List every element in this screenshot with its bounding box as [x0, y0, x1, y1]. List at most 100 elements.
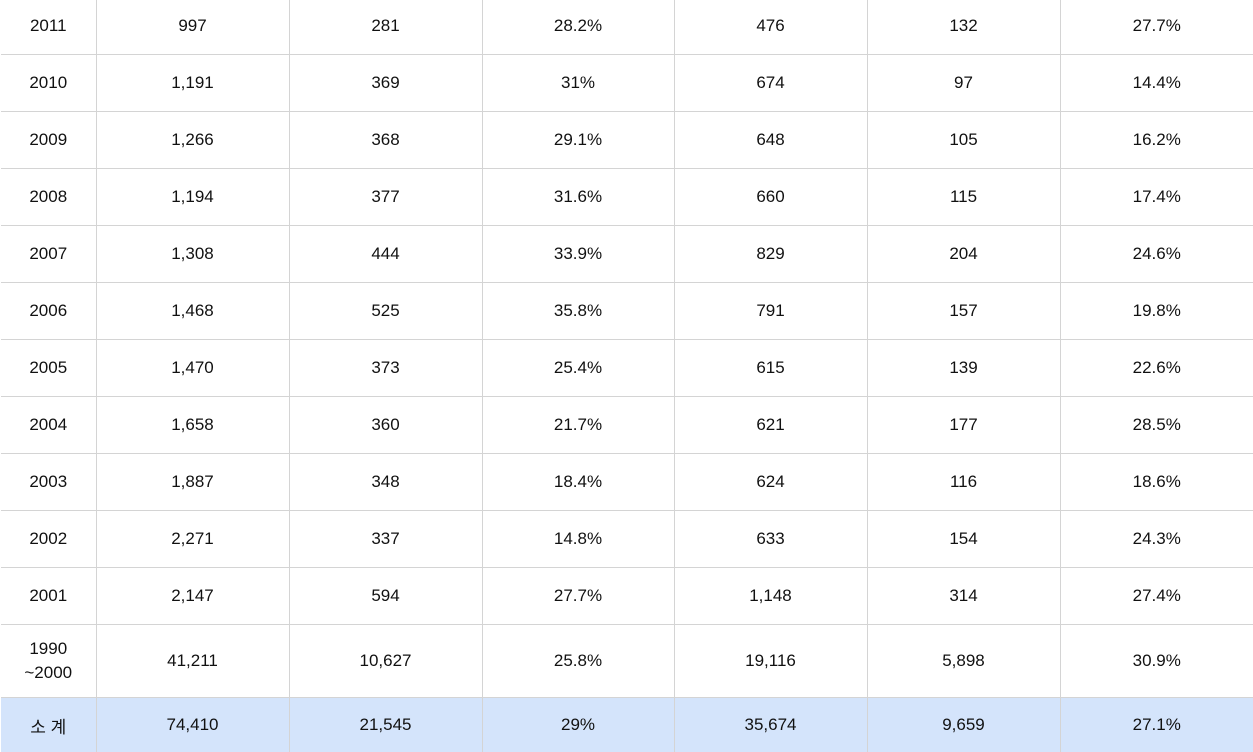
value-cell: 1,266 [96, 112, 289, 169]
value-cell: 348 [289, 454, 482, 511]
value-cell: 1,194 [96, 169, 289, 226]
value-cell: 476 [674, 0, 867, 55]
value-cell: 139 [867, 340, 1060, 397]
value-cell: 1,470 [96, 340, 289, 397]
value-cell: 369 [289, 55, 482, 112]
year-cell: 2002 [1, 511, 96, 568]
year-cell: 2003 [1, 454, 96, 511]
value-cell: 281 [289, 0, 482, 55]
subtotal-percent-cell: 29% [482, 698, 674, 752]
percent-cell: 24.6% [1060, 226, 1253, 283]
table-row: 2009 1,266 368 29.1% 648 105 16.2% [1, 112, 1253, 169]
value-cell: 19,116 [674, 625, 867, 698]
value-cell: 314 [867, 568, 1060, 625]
value-cell: 368 [289, 112, 482, 169]
year-cell: 2004 [1, 397, 96, 454]
year-cell: 2007 [1, 226, 96, 283]
percent-cell: 35.8% [482, 283, 674, 340]
year-cell: 2011 [1, 0, 96, 55]
percent-cell: 14.8% [482, 511, 674, 568]
table-row: 2008 1,194 377 31.6% 660 115 17.4% [1, 169, 1253, 226]
percent-cell: 28.5% [1060, 397, 1253, 454]
percent-cell: 25.8% [482, 625, 674, 698]
value-cell: 204 [867, 226, 1060, 283]
value-cell: 105 [867, 112, 1060, 169]
value-cell: 624 [674, 454, 867, 511]
value-cell: 2,147 [96, 568, 289, 625]
value-cell: 5,898 [867, 625, 1060, 698]
value-cell: 829 [674, 226, 867, 283]
value-cell: 1,191 [96, 55, 289, 112]
percent-cell: 18.6% [1060, 454, 1253, 511]
year-cell: 2006 [1, 283, 96, 340]
percent-cell: 22.6% [1060, 340, 1253, 397]
percent-cell: 24.3% [1060, 511, 1253, 568]
table-row: 2002 2,271 337 14.8% 633 154 24.3% [1, 511, 1253, 568]
table-row: 2003 1,887 348 18.4% 624 116 18.6% [1, 454, 1253, 511]
table-row: 2010 1,191 369 31% 674 97 14.4% [1, 55, 1253, 112]
percent-cell: 27.4% [1060, 568, 1253, 625]
table-row: 1990 ~2000 41,211 10,627 25.8% 19,116 5,… [1, 625, 1253, 698]
table-row: 2011 997 281 28.2% 476 132 27.7% [1, 0, 1253, 55]
percent-cell: 18.4% [482, 454, 674, 511]
table-row: 2004 1,658 360 21.7% 621 177 28.5% [1, 397, 1253, 454]
percent-cell: 21.7% [482, 397, 674, 454]
subtotal-value-cell: 21,545 [289, 698, 482, 752]
percent-cell: 27.7% [1060, 0, 1253, 55]
percent-cell: 31.6% [482, 169, 674, 226]
percent-cell: 28.2% [482, 0, 674, 55]
value-cell: 648 [674, 112, 867, 169]
value-cell: 674 [674, 55, 867, 112]
value-cell: 594 [289, 568, 482, 625]
value-cell: 115 [867, 169, 1060, 226]
percent-cell: 33.9% [482, 226, 674, 283]
subtotal-percent-cell: 27.1% [1060, 698, 1253, 752]
percent-cell: 31% [482, 55, 674, 112]
value-cell: 132 [867, 0, 1060, 55]
subtotal-row: 소 계 74,410 21,545 29% 35,674 9,659 27.1% [1, 698, 1253, 752]
percent-cell: 14.4% [1060, 55, 1253, 112]
value-cell: 10,627 [289, 625, 482, 698]
table-row: 2006 1,468 525 35.8% 791 157 19.8% [1, 283, 1253, 340]
table-row: 2001 2,147 594 27.7% 1,148 314 27.4% [1, 568, 1253, 625]
year-cell: 2001 [1, 568, 96, 625]
year-cell: 2010 [1, 55, 96, 112]
value-cell: 525 [289, 283, 482, 340]
percent-cell: 19.8% [1060, 283, 1253, 340]
value-cell: 2,271 [96, 511, 289, 568]
value-cell: 633 [674, 511, 867, 568]
percent-cell: 25.4% [482, 340, 674, 397]
value-cell: 1,148 [674, 568, 867, 625]
table-row: 2007 1,308 444 33.9% 829 204 24.6% [1, 226, 1253, 283]
percent-cell: 17.4% [1060, 169, 1253, 226]
value-cell: 615 [674, 340, 867, 397]
value-cell: 1,308 [96, 226, 289, 283]
value-cell: 177 [867, 397, 1060, 454]
subtotal-label: 소 계 [1, 698, 96, 752]
value-cell: 444 [289, 226, 482, 283]
value-cell: 41,211 [96, 625, 289, 698]
value-cell: 997 [96, 0, 289, 55]
percent-cell: 16.2% [1060, 112, 1253, 169]
subtotal-value-cell: 35,674 [674, 698, 867, 752]
percent-cell: 27.7% [482, 568, 674, 625]
value-cell: 360 [289, 397, 482, 454]
value-cell: 1,887 [96, 454, 289, 511]
subtotal-value-cell: 74,410 [96, 698, 289, 752]
year-cell: 2005 [1, 340, 96, 397]
value-cell: 97 [867, 55, 1060, 112]
year-cell: 2008 [1, 169, 96, 226]
value-cell: 377 [289, 169, 482, 226]
value-cell: 157 [867, 283, 1060, 340]
value-cell: 373 [289, 340, 482, 397]
percent-cell: 29.1% [482, 112, 674, 169]
value-cell: 660 [674, 169, 867, 226]
table-row: 2005 1,470 373 25.4% 615 139 22.6% [1, 340, 1253, 397]
value-cell: 154 [867, 511, 1060, 568]
value-cell: 337 [289, 511, 482, 568]
percent-cell: 30.9% [1060, 625, 1253, 698]
year-cell: 2009 [1, 112, 96, 169]
